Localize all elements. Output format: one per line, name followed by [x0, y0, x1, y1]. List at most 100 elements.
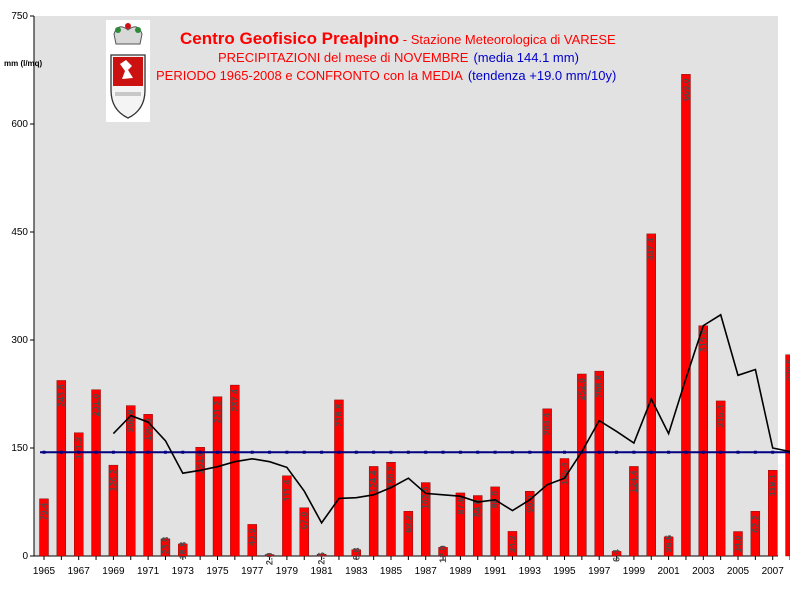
header-period-red: PRECIPITAZIONI del mese di NOVEMBRE — [218, 50, 469, 65]
mean-line-marker — [337, 450, 341, 454]
bar-value-label: 87.6 — [455, 497, 465, 515]
bar-1974 — [195, 447, 205, 557]
bar-1973 — [178, 543, 188, 557]
bar-value-label: 79.4 — [39, 503, 49, 521]
y-tick-label: 600 — [11, 119, 28, 130]
mean-line-marker — [667, 450, 671, 454]
mean-line-marker — [788, 450, 790, 454]
bar-value-label: 90.0 — [525, 495, 535, 513]
mean-line-marker — [111, 450, 115, 454]
x-tick-label: 1985 — [380, 566, 403, 577]
bar-value-label: 102.0 — [421, 487, 431, 510]
x-tick-label: 1979 — [276, 566, 299, 577]
bar-1969 — [108, 464, 119, 557]
bar-1986 — [403, 511, 414, 557]
bar-1975 — [212, 396, 223, 557]
bar-1998 — [611, 551, 622, 557]
bar-value-label: 124.4 — [369, 470, 379, 493]
bar-1971 — [143, 414, 153, 557]
y-tick-label: 150 — [11, 443, 28, 454]
bar-value-label: 126.2 — [108, 469, 118, 492]
mean-line-marker — [684, 450, 688, 454]
bar-value-labels: 79.4 243.8 171.2 231.0 126.2 208.9 196.8 23.8 16… — [39, 78, 790, 565]
x-tick-label: 1989 — [449, 566, 472, 577]
header-line-3: PERIODO 1965-2008 e CONFRONTO con la MED… — [156, 68, 616, 83]
mean-line-marker — [42, 450, 46, 454]
bar-2004 — [715, 400, 726, 557]
bar-2003 — [698, 325, 708, 557]
mean-line-marker — [563, 450, 566, 454]
x-tick-label: 1991 — [484, 566, 507, 577]
x-tick-label: 2007 — [762, 566, 785, 577]
mean-line-marker — [216, 450, 219, 454]
mean-line-marker — [163, 450, 167, 454]
mean-line-marker — [545, 450, 549, 454]
header-station: Stazione Meteorologica di VARESE — [411, 32, 616, 47]
bar-1982 — [334, 399, 344, 557]
bar-value-label: 196.8 — [143, 418, 153, 441]
bar-2005 — [733, 531, 743, 557]
y-tick-label: 450 — [11, 227, 28, 238]
chart-header: Centro Geofisico Prealpino - Stazione Me… — [156, 29, 616, 83]
mean-line-marker — [771, 450, 775, 454]
bar-value-label: 231.0 — [91, 394, 101, 417]
x-tick-label: 1995 — [553, 566, 576, 577]
x-tick-label: 1977 — [241, 566, 264, 577]
bar-1979 — [282, 475, 292, 557]
bar-value-label: 111.4 — [282, 480, 292, 502]
bar-1999 — [629, 466, 639, 557]
bar-1972 — [160, 538, 171, 557]
header-line-1: Centro Geofisico Prealpino - Stazione Me… — [180, 29, 616, 48]
y-tick-label: 0 — [22, 551, 28, 562]
bar-1993 — [525, 491, 535, 557]
mean-line-marker — [632, 450, 636, 454]
bar-value-label: 669.0 — [681, 78, 691, 101]
bar-2008 — [785, 354, 790, 557]
bar-value-label: 34.0 — [733, 536, 743, 554]
mean-line-marker — [510, 450, 514, 454]
bar-2006 — [750, 511, 761, 557]
mean-line-marker — [302, 450, 306, 454]
mean-line-marker — [268, 450, 272, 454]
bar-1966 — [56, 380, 67, 557]
mean-line-marker — [94, 450, 98, 454]
bar-value-label: 67.0 — [299, 512, 309, 530]
bar-value-label: 23.8 — [160, 537, 170, 555]
bars — [39, 74, 790, 557]
mean-line-marker — [354, 450, 358, 454]
bar-value-label: 256.8 — [594, 375, 604, 398]
bar-value-label: 319.8 — [698, 330, 708, 353]
bar-value-label: 208.9 — [126, 410, 136, 433]
bar-1987 — [421, 482, 431, 557]
mean-line-marker — [77, 450, 81, 454]
header-mean-blue: (media 144.1 mm) — [473, 50, 578, 65]
bar-value-label: 124.4 — [629, 470, 639, 493]
bar-value-label: 84.0 — [473, 500, 483, 518]
bar-value-label: 16.8 — [178, 542, 188, 560]
mean-line-marker — [233, 450, 237, 454]
bar-1965 — [39, 498, 49, 557]
header-separator: - — [399, 32, 411, 47]
mean-line-marker — [129, 450, 133, 454]
x-tick-label: 1997 — [588, 566, 611, 577]
bar-1997 — [594, 370, 604, 557]
bar-1984 — [368, 466, 379, 557]
bar-value-label: 151.0 — [195, 451, 205, 474]
bar-1981 — [316, 553, 327, 557]
mean-line-marker — [424, 450, 428, 454]
bar-1985 — [386, 462, 396, 557]
mean-line-marker — [372, 450, 376, 454]
x-tick-label: 1993 — [519, 566, 542, 577]
bar-1996 — [577, 373, 587, 557]
bar-value-label: 215.4 — [716, 405, 726, 428]
bar-value-label: 447.4 — [646, 238, 656, 261]
bar-1968 — [91, 389, 101, 557]
bar-2001 — [663, 536, 674, 557]
mean-line-marker — [320, 450, 324, 454]
mean-line-marker — [198, 450, 202, 454]
x-tick-label: 2003 — [692, 566, 715, 577]
bar-1990 — [473, 495, 483, 557]
bar-1989 — [455, 492, 466, 557]
bar-value-label: 12.0 — [438, 545, 448, 563]
